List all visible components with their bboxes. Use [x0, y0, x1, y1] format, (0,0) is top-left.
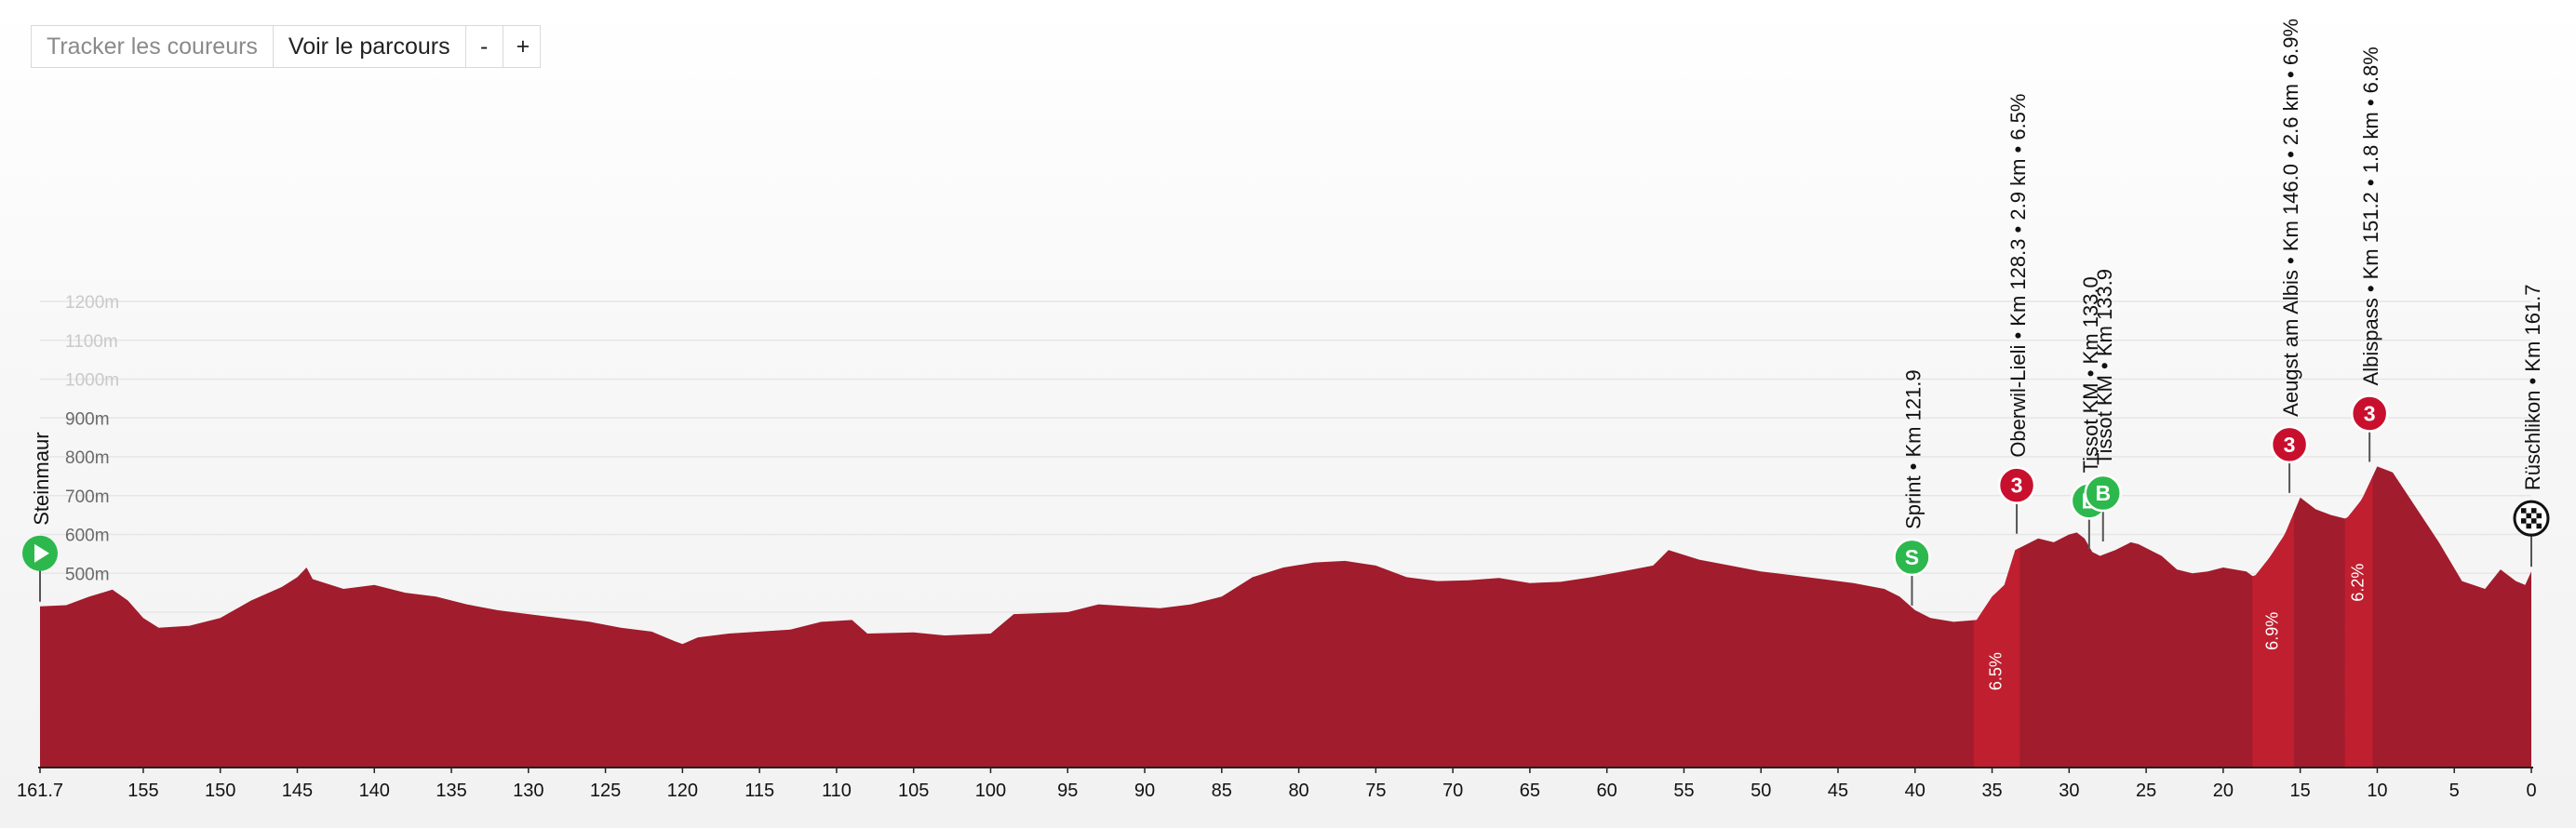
elevation-area — [40, 466, 2531, 768]
climb-gradient-label: 6.5% — [1986, 652, 2005, 690]
finish-check — [2536, 513, 2542, 519]
sprint-icon — [1893, 538, 1931, 577]
x-tick-label: 30 — [2059, 781, 2079, 801]
x-tick-label: 95 — [1057, 781, 1078, 801]
marker-label: Tissot KM • Km 133.0 — [2079, 276, 2102, 473]
marker-label: Tissot KM • Km 133.9 — [2093, 269, 2116, 465]
kom-category-icon — [2270, 425, 2309, 464]
x-tick-label: 60 — [1597, 781, 1617, 801]
x-tick-label: 5 — [2449, 781, 2460, 801]
x-tick-label: 85 — [1212, 781, 1232, 801]
y-tick-label: 600m — [65, 527, 110, 546]
x-tick-label: 70 — [1442, 781, 1463, 801]
finish-check — [2526, 523, 2531, 529]
x-tick-label: 150 — [205, 781, 235, 801]
x-tick-label: 140 — [359, 781, 390, 801]
marker-label: Rüschlikon • Km 161.7 — [2521, 284, 2544, 490]
toolbar: Tracker les coureurs Voir le parcours - … — [31, 25, 541, 68]
y-tick-label: 1000m — [65, 371, 119, 391]
climb-segment — [1973, 547, 2020, 768]
view-route-button[interactable]: Voir le parcours — [272, 25, 466, 68]
x-tick-label: 65 — [1520, 781, 1540, 801]
x-tick-label: 155 — [127, 781, 158, 801]
x-tick-label: 15 — [2290, 781, 2311, 801]
y-tick-label: 1200m — [65, 293, 119, 313]
y-tick-label: 900m — [65, 409, 110, 429]
kom-category-icon — [1997, 466, 2036, 504]
finish-check — [2521, 508, 2527, 514]
x-tick-label: 80 — [1288, 781, 1308, 801]
x-tick-label: 90 — [1134, 781, 1155, 801]
x-tick-label: 50 — [1751, 781, 1771, 801]
climb-gradient-label: 6.2% — [2348, 564, 2367, 602]
marker-label: Albispass • Km 151.2 • 1.8 km • 6.8% — [2359, 47, 2382, 385]
finish-check — [2531, 518, 2537, 524]
play-icon — [34, 543, 49, 563]
x-tick-label: 10 — [2367, 781, 2387, 801]
x-tick-label: 100 — [975, 781, 1006, 801]
x-tick-label: 120 — [667, 781, 698, 801]
x-tick-label: 25 — [2136, 781, 2156, 801]
climb-segment — [2252, 512, 2295, 768]
y-tick-label: 700m — [65, 487, 110, 507]
marker-letter: B — [2095, 481, 2111, 505]
climb-segment — [2344, 476, 2373, 768]
x-tick-label: 125 — [590, 781, 621, 801]
marker-letter: 3 — [2364, 401, 2376, 425]
x-tick-label: 55 — [1673, 781, 1694, 801]
x-tick-label: 135 — [436, 781, 466, 801]
x-tick-label: 161.7 — [17, 781, 63, 801]
y-tick-label: 800m — [65, 448, 110, 468]
marker-label: Sprint • Km 121.9 — [1901, 369, 1925, 529]
x-tick-label: 145 — [282, 781, 313, 801]
finish-check — [2536, 523, 2542, 529]
zoom-in-button[interactable]: + — [502, 25, 541, 68]
x-tick-label: 0 — [2526, 781, 2536, 801]
finish-check — [2526, 513, 2531, 519]
y-tick-label: 1100m — [65, 332, 118, 352]
x-tick-label: 75 — [1365, 781, 1386, 801]
x-tick-label: 45 — [1828, 781, 1848, 801]
marker-letter: 3 — [2284, 433, 2296, 457]
marker-letter: 3 — [2011, 474, 2023, 498]
x-tick-label: 20 — [2213, 781, 2234, 801]
x-tick-label: 115 — [745, 781, 774, 801]
marker-label: Oberwil-Lieli • Km 128.3 • 2.9 km • 6.5% — [2006, 94, 2030, 458]
marker-letter: S — [1905, 545, 1919, 569]
x-tick-label: 110 — [822, 781, 852, 801]
finish-check — [2531, 508, 2537, 514]
climb-gradient-label: 6.9% — [2262, 612, 2281, 650]
bonus-icon — [2084, 474, 2123, 513]
marker-label: Steinmaur — [30, 432, 53, 525]
x-tick-label: 35 — [1981, 781, 2002, 801]
track-riders-button[interactable]: Tracker les coureurs — [31, 25, 274, 68]
kom-category-icon — [2350, 394, 2389, 433]
x-tick-label: 40 — [1905, 781, 1925, 801]
x-tick-label: 130 — [513, 781, 543, 801]
x-tick-label: 105 — [898, 781, 929, 801]
finish-check — [2521, 518, 2527, 524]
marker-label: Aeugst am Albis • Km 146.0 • 2.6 km • 6.… — [2279, 19, 2302, 417]
y-tick-label: 500m — [65, 565, 110, 584]
